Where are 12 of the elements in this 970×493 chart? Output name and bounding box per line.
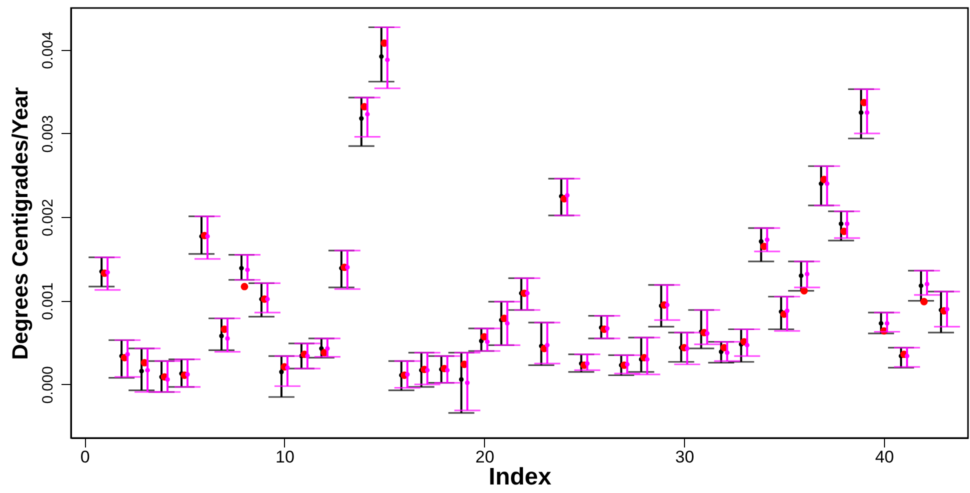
y-tick-label: 0.002 <box>40 198 56 236</box>
y-tick-label: 0.001 <box>40 282 56 320</box>
y-axis-title: Degrees Centigrades/Year <box>8 86 32 360</box>
y-tick-label: 0.004 <box>40 32 56 70</box>
x-tick-label: 10 <box>275 448 294 466</box>
x-tick-label: 40 <box>875 448 894 466</box>
y-tick-label: 0.000 <box>40 366 56 404</box>
x-tick-label: 30 <box>675 448 694 466</box>
x-tick-label: 20 <box>475 448 494 466</box>
y-tick-label: 0.003 <box>40 115 56 153</box>
x-axis-title: Index <box>488 464 552 490</box>
x-tick-label: 0 <box>80 448 90 466</box>
